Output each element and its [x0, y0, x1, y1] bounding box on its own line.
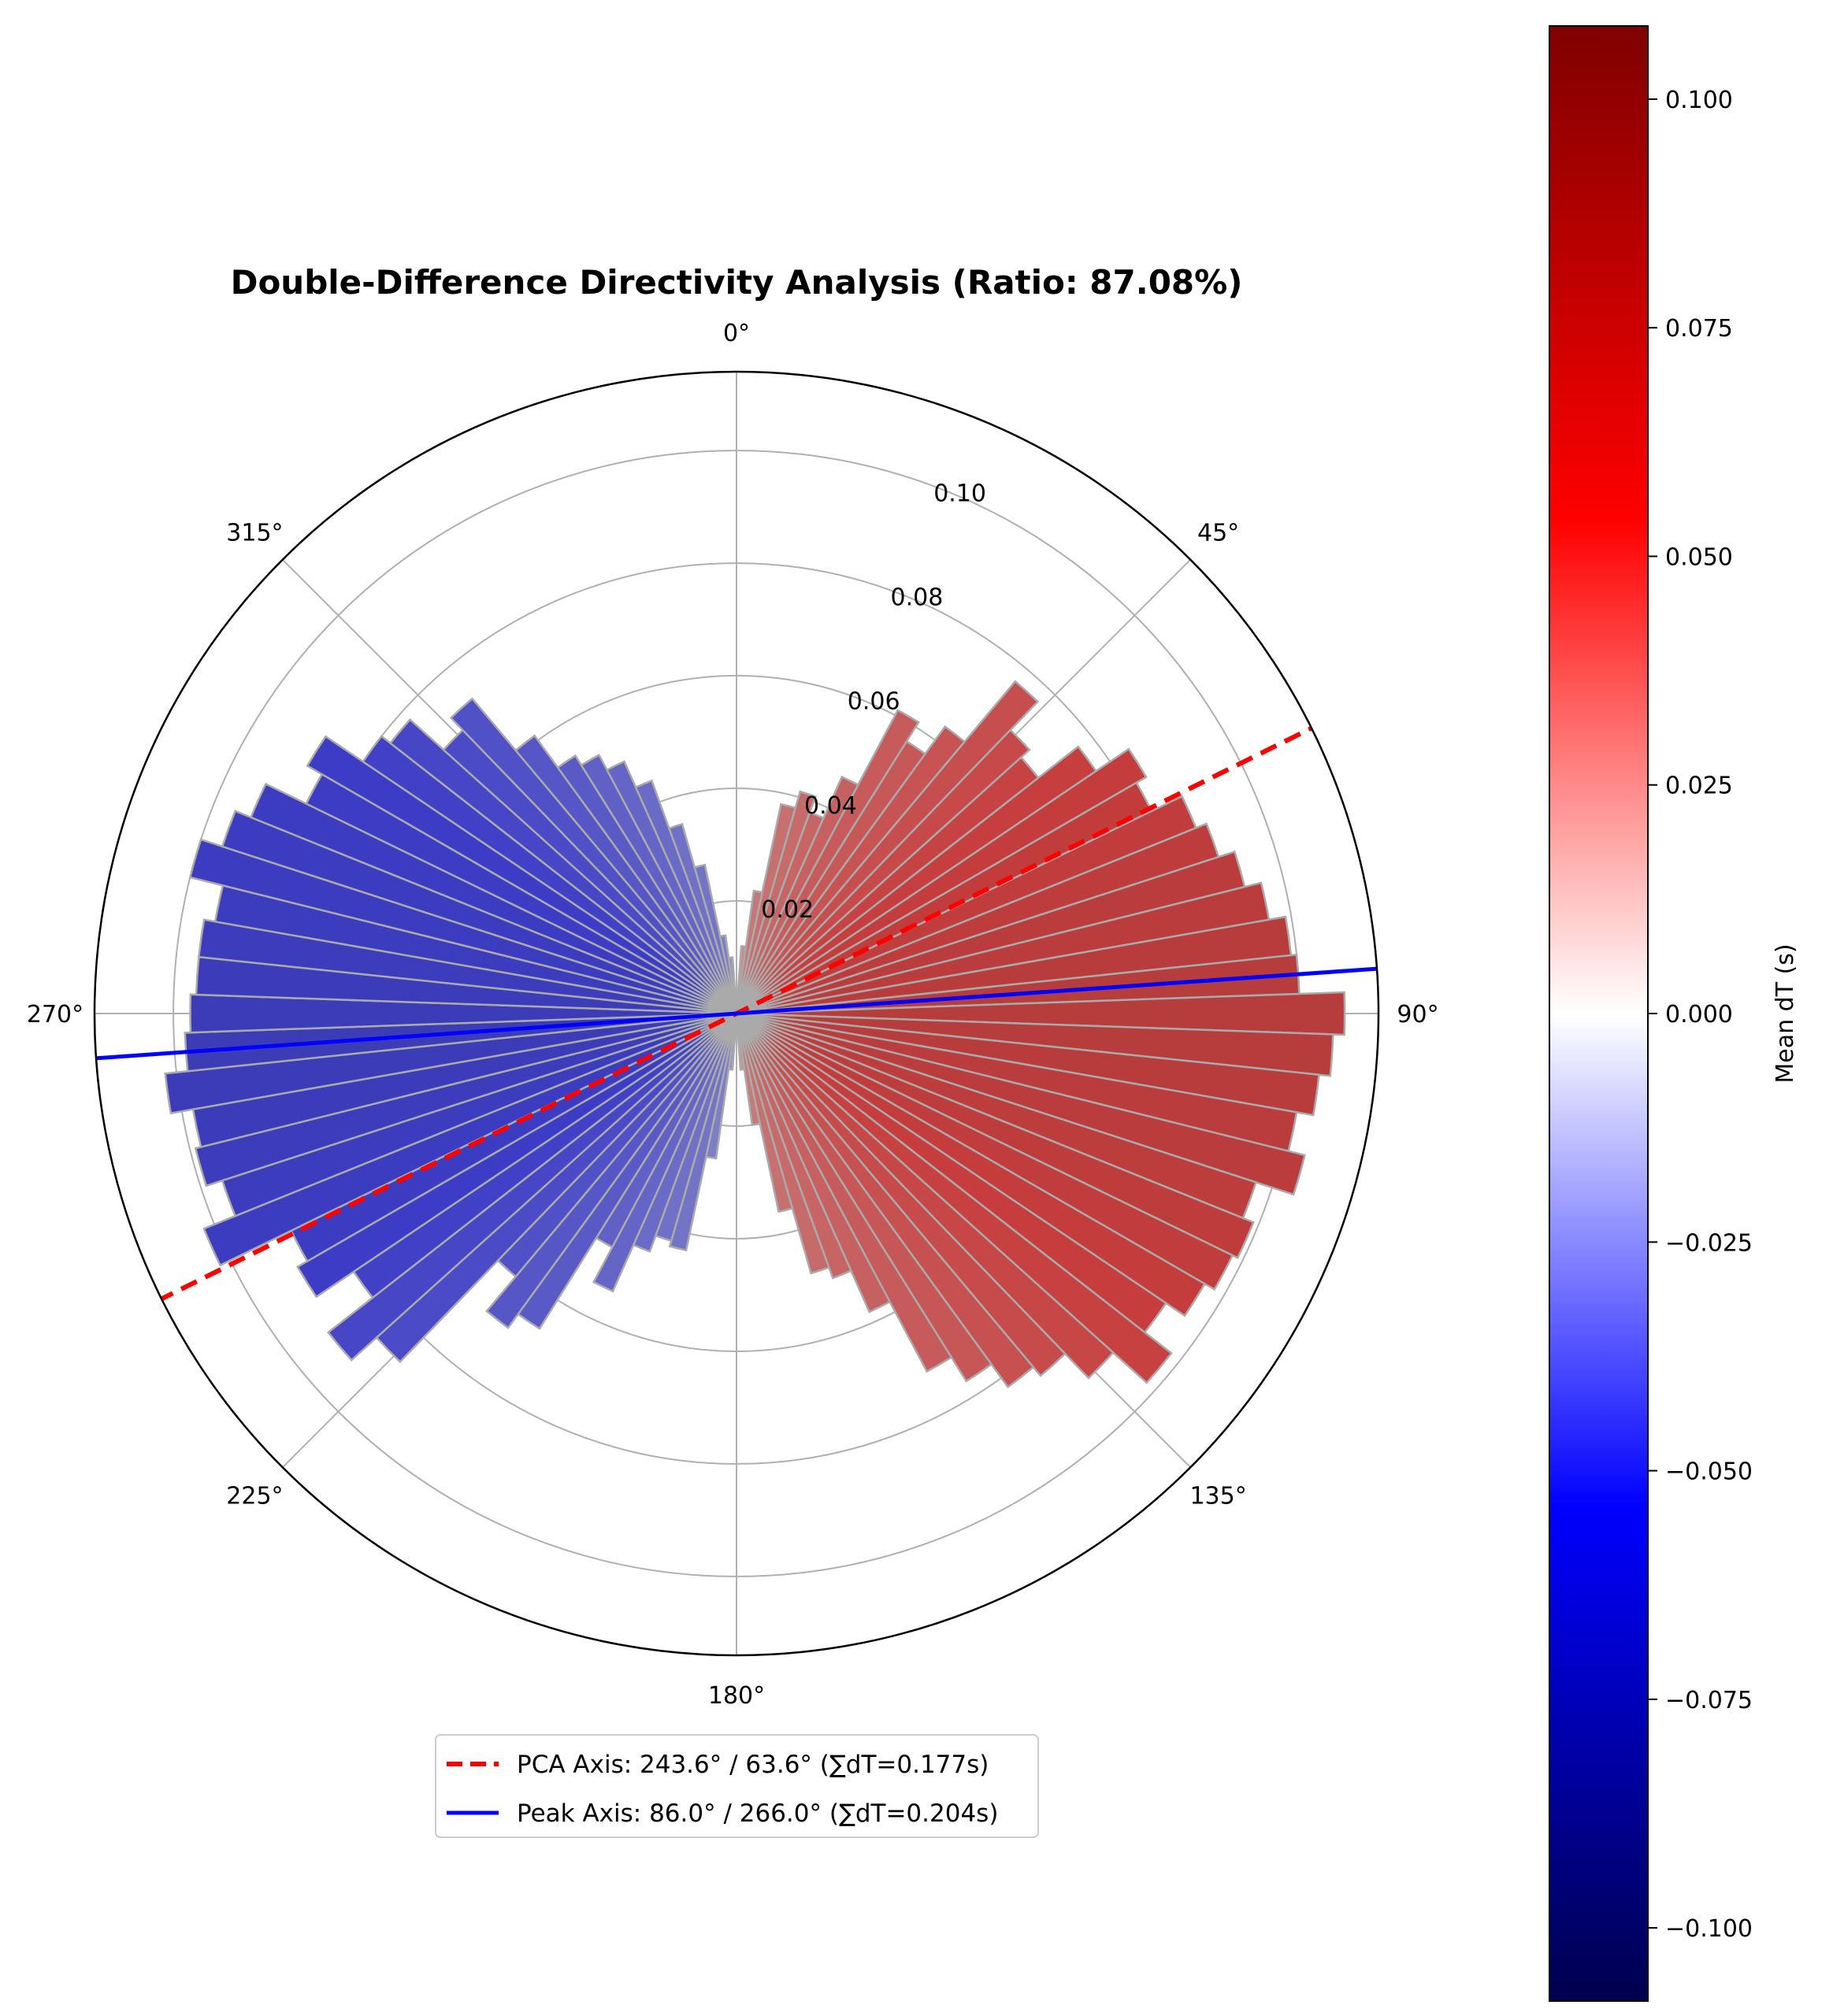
- radial-tick-label-0: 0.02: [761, 896, 814, 924]
- direction-bar-332: [605, 760, 738, 1014]
- colorbar-tick-label-1: −0.075: [1665, 1687, 1753, 1714]
- direction-bar-164: [735, 1013, 794, 1214]
- legend-peak-label: Peak Axis: 86.0° / 266.0° (∑dT=0.204s): [517, 1799, 998, 1828]
- radial-tick-label-1: 0.04: [804, 792, 857, 820]
- direction-bar-324: [556, 754, 738, 1014]
- direction-bar-308: [388, 718, 737, 1014]
- direction-bar-120: [736, 1012, 1207, 1317]
- direction-bar-168: [735, 1013, 762, 1127]
- direction-bar-244: [202, 1012, 737, 1267]
- direction-bar-136: [736, 1013, 1067, 1377]
- direction-bar-44: [736, 728, 1031, 1014]
- colorbar-tick-label-4: 0.000: [1665, 1001, 1733, 1028]
- colorbar-tick-label-0: −0.100: [1665, 1915, 1753, 1943]
- angle-tick-label-315: 315°: [226, 519, 283, 547]
- direction-bar-268: [189, 993, 737, 1034]
- angle-tick-label-225: 225°: [226, 1483, 283, 1510]
- colorbar-tick-label-6: 0.050: [1665, 543, 1733, 571]
- direction-bar-128: [736, 1013, 1173, 1384]
- direction-bar-336: [634, 779, 738, 1014]
- radial-tick-label-4: 0.10: [933, 480, 986, 508]
- direction-bar-320: [514, 734, 738, 1014]
- direction-bar-236: [296, 1012, 737, 1299]
- direction-bar-112: [736, 1012, 1255, 1259]
- direction-bar-132: [736, 1013, 1115, 1380]
- peak-axis-line: [95, 964, 1378, 1063]
- direction-bar-160: [735, 1013, 830, 1275]
- direction-bar-116: [736, 1012, 1234, 1292]
- radial-tick-label-3: 0.08: [891, 584, 944, 612]
- angle-tick-label-270: 270°: [27, 1001, 83, 1028]
- direction-bar-152: [735, 1013, 892, 1314]
- direction-bar-260: [164, 1012, 737, 1115]
- direction-bar-204: [592, 1013, 738, 1293]
- angle-tick-label-180: 180°: [708, 1682, 765, 1710]
- direction-bar-344: [693, 863, 738, 1014]
- angle-tick-label-90: 90°: [1397, 1001, 1438, 1028]
- direction-bars: [164, 680, 1346, 1389]
- angle-tick-labels: 0° 45° 90° 135° 180° 225° 270° 315°: [27, 320, 1439, 1710]
- direction-bar-304: [362, 735, 737, 1015]
- legend-frame: [435, 1734, 1039, 1838]
- angle-tick-label-135: 135°: [1189, 1483, 1246, 1510]
- direction-bar-88: [736, 991, 1346, 1036]
- direction-bar-348: [718, 934, 738, 1014]
- direction-bar-140: [735, 1013, 1035, 1389]
- direction-bar-328: [580, 754, 738, 1014]
- polar-plot: 0°45°90°135°180°225°270°315° 0.020.040.0…: [27, 320, 1439, 1710]
- polar-frame: [93, 370, 1380, 1657]
- legend-pca-label: PCA Axis: 243.6° / 63.6° (∑dT=0.177s): [517, 1751, 989, 1779]
- direction-bar-252: [194, 1012, 737, 1188]
- angle-tick-label-45: 45°: [1197, 519, 1239, 547]
- colorbar-tick-label-5: 0.025: [1665, 773, 1733, 800]
- colorbar-tick-label-2: −0.050: [1665, 1458, 1753, 1486]
- colorbar-tick-label-7: 0.075: [1665, 315, 1733, 343]
- radial-tick-label-2: 0.06: [848, 688, 900, 716]
- colorbar-tick-label-3: −0.025: [1665, 1229, 1753, 1257]
- colorbar: −0.100 −0.075 −0.050 −0.025 0.000 0.025 0.050 0…: [1549, 25, 1799, 2002]
- colorbar-gradient: [1549, 25, 1649, 2002]
- direction-bar-356: [733, 990, 738, 1014]
- angle-tick-label-0: 0°: [723, 320, 750, 347]
- direction-bar-300: [306, 735, 737, 1015]
- direction-bar-292: [249, 782, 737, 1015]
- radial-tick-labels: 0.02 0.04 0.06 0.08 0.10: [761, 480, 986, 924]
- direction-bar-144: [735, 1013, 993, 1383]
- colorbar-tick-label-8: 0.100: [1665, 87, 1733, 114]
- direction-bar-340: [667, 822, 738, 1014]
- colorbar-label: Mean dT (s): [1772, 943, 1799, 1083]
- direction-bar-216: [485, 1013, 738, 1329]
- colorbar-ticks: −0.100 −0.075 −0.050 −0.025 0.000 0.025 0.050 0…: [1648, 87, 1753, 1943]
- direction-bar-228: [326, 1013, 737, 1362]
- direction-bar-316: [449, 697, 737, 1014]
- direction-bar-28: [735, 709, 920, 1014]
- direction-bar-40: [736, 680, 1040, 1014]
- direction-bar-156: [735, 1013, 853, 1280]
- direction-bar-288: [221, 810, 737, 1015]
- direction-bar-56: [736, 747, 1148, 1015]
- legend: PCA Axis: 243.6° / 63.6° (∑dT=0.177s) Pe…: [435, 1734, 1039, 1838]
- axis-lines: [95, 712, 1378, 1315]
- chart-title: Double-Difference Directivity Analysis (…: [231, 263, 1243, 302]
- direction-bar-148: [735, 1013, 953, 1373]
